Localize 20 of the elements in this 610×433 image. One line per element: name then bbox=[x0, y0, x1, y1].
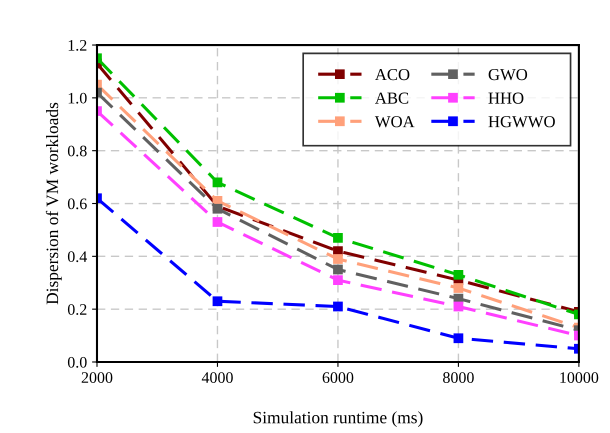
y-axis-title: Dispersion of VM workloads bbox=[46, 102, 62, 304]
legend-label: WOA bbox=[374, 116, 415, 128]
legend-label: HHO bbox=[488, 92, 524, 104]
y-tick-label: 1.0 bbox=[68, 92, 87, 104]
legend-label: ACO bbox=[375, 68, 410, 80]
y-tick-label: 0.0 bbox=[68, 356, 87, 368]
legend-label: ABC bbox=[375, 92, 408, 104]
legend-label: GWO bbox=[488, 68, 528, 80]
legend-label: HGWWO bbox=[488, 116, 555, 128]
x-tick-label: 6000 bbox=[322, 372, 354, 383]
y-tick-label: 0.4 bbox=[68, 251, 88, 262]
x-tick-label: 8000 bbox=[443, 372, 474, 383]
x-tick-label: 10000 bbox=[560, 372, 598, 383]
y-tick-label: 0.2 bbox=[68, 304, 86, 315]
x-tick-label: 4000 bbox=[202, 372, 233, 383]
x-tick-label: 2000 bbox=[82, 372, 112, 383]
x-axis-title: Simulation runtime (ms) bbox=[254, 411, 423, 427]
y-tick-label: 1.2 bbox=[68, 40, 86, 51]
y-tick-label: 0.8 bbox=[68, 146, 87, 156]
y-tick-label: 0.6 bbox=[68, 198, 87, 210]
